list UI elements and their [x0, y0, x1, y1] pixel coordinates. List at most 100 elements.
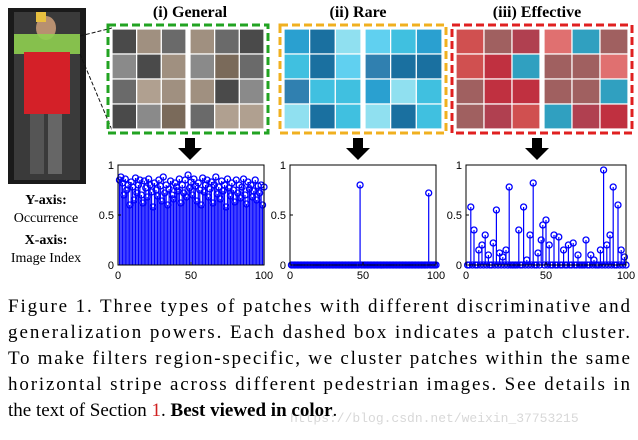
caption: Figure 1. Three types of patches with di… — [8, 296, 630, 421]
stem-marker — [574, 251, 582, 259]
patch — [238, 103, 265, 130]
stem — [620, 253, 629, 265]
y-tick-label: 0.5 — [271, 210, 286, 222]
x-tick-label: 0 — [463, 270, 469, 282]
patch — [364, 78, 392, 105]
patch — [160, 53, 187, 80]
stem — [162, 181, 170, 265]
patch — [543, 28, 573, 55]
patch — [214, 28, 240, 55]
x-tick-label: 0 — [115, 270, 121, 282]
stem-marker — [223, 175, 232, 183]
stem — [222, 203, 230, 265]
patch — [283, 28, 311, 55]
patch — [571, 78, 601, 105]
side-label: Occurrence — [14, 211, 79, 226]
stem — [526, 231, 534, 265]
stem — [199, 174, 207, 265]
stem — [123, 186, 131, 265]
stem — [519, 203, 528, 265]
side-label: X-axis: — [25, 233, 68, 248]
stem — [120, 191, 128, 265]
stem — [139, 199, 147, 265]
caption-text: the text of Section — [8, 400, 152, 421]
stem — [555, 233, 563, 265]
patch — [111, 78, 138, 105]
stem — [356, 181, 364, 265]
y-tick-label: 1 — [280, 160, 286, 172]
patch — [136, 53, 162, 80]
stem — [481, 231, 489, 265]
caption-line: generalization powers. Each dashed box i… — [8, 322, 630, 343]
patch — [309, 78, 336, 105]
patch — [390, 28, 417, 55]
stem-marker — [171, 179, 179, 187]
stem — [248, 193, 256, 265]
stem — [158, 197, 166, 265]
stem-marker — [161, 189, 169, 197]
patch — [160, 28, 187, 55]
patch — [390, 103, 417, 130]
stem — [171, 179, 179, 265]
stem — [216, 195, 224, 265]
stem — [197, 201, 205, 265]
patch — [483, 103, 513, 130]
patch — [599, 28, 629, 55]
stem-marker — [238, 183, 246, 191]
stem-marker — [184, 171, 192, 179]
stem-marker — [194, 179, 202, 187]
stem — [231, 198, 239, 265]
stem — [257, 181, 265, 265]
patch — [111, 53, 138, 80]
stem — [124, 181, 132, 265]
stem — [136, 176, 144, 265]
stem-marker — [609, 183, 617, 191]
stem — [505, 183, 513, 265]
caption-line: the text of Section 1. Best viewed in co… — [8, 400, 337, 421]
patch — [390, 78, 417, 105]
stem — [529, 179, 537, 265]
stem — [163, 201, 172, 265]
stem — [134, 181, 143, 265]
patch — [415, 28, 443, 55]
caption-line: To make filters region-specific, we clus… — [8, 348, 630, 369]
y-tick-label: 0 — [280, 260, 286, 272]
stem-marker — [247, 181, 255, 189]
patch — [111, 28, 138, 55]
patch — [364, 53, 392, 80]
patch — [599, 53, 629, 80]
x-tick-label: 0 — [287, 270, 293, 282]
stem — [545, 241, 553, 265]
stem-marker — [140, 177, 148, 185]
stem — [492, 206, 501, 265]
stem — [131, 174, 140, 265]
stem-marker — [542, 216, 550, 224]
stem — [159, 173, 167, 265]
stem — [569, 239, 577, 265]
y-tick-label: 1 — [456, 160, 462, 172]
stem — [165, 185, 173, 265]
section-link[interactable]: 1 — [152, 400, 162, 421]
stem-chart: 0 50 100 0 0.5 1 — [99, 160, 273, 282]
stem-marker — [127, 178, 135, 186]
pointer — [79, 53, 113, 131]
stem-marker — [203, 176, 211, 184]
panel-title: (i) General — [153, 4, 228, 21]
stem-marker — [251, 176, 259, 184]
cluster-box — [450, 23, 634, 135]
patch — [455, 78, 485, 105]
stem-marker — [587, 251, 595, 259]
patch — [214, 103, 240, 130]
stem-marker — [519, 203, 528, 211]
stem — [219, 187, 227, 265]
stem — [155, 176, 163, 265]
stem-marker — [255, 189, 264, 197]
patch — [283, 78, 311, 105]
patch — [334, 78, 362, 105]
stem-marker — [212, 173, 220, 181]
patch — [415, 53, 443, 80]
x-tick-label: 100 — [255, 270, 273, 282]
y-tick-label: 0 — [456, 260, 462, 272]
stem — [209, 199, 217, 265]
